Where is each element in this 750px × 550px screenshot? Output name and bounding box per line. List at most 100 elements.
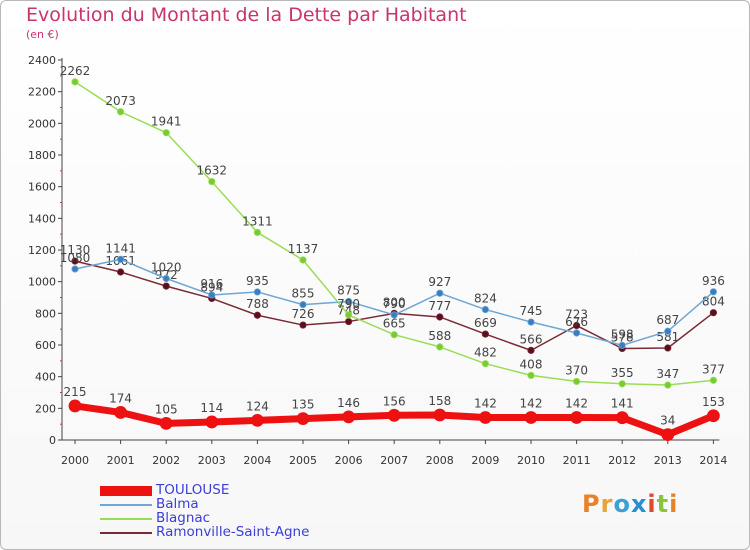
unit-label: (en €) xyxy=(26,28,59,41)
data-label-toulouse: 105 xyxy=(155,402,178,416)
data-label-blagnac: 370 xyxy=(565,363,588,377)
data-point-balma xyxy=(344,297,353,306)
legend-swatch-blagnac xyxy=(100,518,152,520)
data-point-ramonville-saint-agne xyxy=(162,282,170,290)
data-point-blagnac xyxy=(527,371,535,379)
logo-letter: x xyxy=(630,490,648,518)
x-tick-label: 2003 xyxy=(198,454,226,467)
data-label-blagnac: 588 xyxy=(428,329,451,343)
data-label-balma: 676 xyxy=(565,315,588,329)
legend-label-balma: Balma xyxy=(156,496,199,512)
data-label-toulouse: 215 xyxy=(64,385,87,399)
data-label-toulouse: 156 xyxy=(383,394,406,408)
data-label-ramonville-saint-agne: 578 xyxy=(611,330,634,344)
logo-letter: i xyxy=(669,490,679,518)
data-label-blagnac: 1632 xyxy=(197,164,228,178)
data-point-toulouse xyxy=(661,428,675,442)
data-label-ramonville-saint-agne: 800 xyxy=(383,295,406,309)
data-label-toulouse: 141 xyxy=(611,397,634,411)
data-point-balma xyxy=(664,327,672,335)
data-point-balma xyxy=(208,291,216,299)
logo-letter: r xyxy=(600,490,614,518)
data-point-blagnac xyxy=(253,228,261,237)
data-label-balma: 687 xyxy=(656,313,679,327)
data-label-toulouse: 174 xyxy=(109,391,132,405)
data-point-blagnac xyxy=(572,377,581,386)
data-point-balma xyxy=(390,311,398,319)
data-point-ramonville-saint-agne xyxy=(71,257,79,265)
data-point-blagnac xyxy=(117,108,125,116)
x-tick-label: 2009 xyxy=(471,454,499,467)
data-label-blagnac: 1311 xyxy=(242,214,273,228)
data-label-balma: 875 xyxy=(337,283,360,297)
y-tick-label: 1400 xyxy=(28,212,56,225)
data-point-balma xyxy=(162,274,170,283)
y-tick-label: 1600 xyxy=(28,181,56,194)
data-point-blagnac xyxy=(208,178,216,186)
logo-letter: P xyxy=(582,490,601,518)
data-point-toulouse xyxy=(570,411,583,424)
data-label-ramonville-saint-agne: 894 xyxy=(200,280,223,294)
data-label-ramonville-saint-agne: 726 xyxy=(292,307,315,321)
data-point-toulouse xyxy=(250,413,264,427)
data-label-toulouse: 153 xyxy=(702,395,725,409)
data-label-balma: 1080 xyxy=(60,251,91,265)
data-label-balma: 936 xyxy=(702,274,725,288)
data-label-ramonville-saint-agne: 804 xyxy=(702,295,725,309)
data-label-toulouse: 142 xyxy=(565,397,588,411)
data-label-ramonville-saint-agne: 723 xyxy=(565,308,588,322)
data-point-toulouse xyxy=(205,415,219,429)
y-tick-label: 1800 xyxy=(28,149,56,162)
y-tick-label: 2200 xyxy=(28,86,56,99)
x-tick-label: 2002 xyxy=(152,454,180,467)
legend-label-ramonville: Ramonville-Saint-Agne xyxy=(156,524,310,540)
data-point-ramonville-saint-agne xyxy=(664,344,672,352)
legend-label-blagnac: Blagnac xyxy=(156,510,211,526)
data-label-toulouse: 146 xyxy=(337,396,360,410)
x-tick-label: 2013 xyxy=(654,454,682,467)
legend-swatch-toulouse xyxy=(100,486,152,496)
data-point-blagnac xyxy=(709,376,718,384)
data-label-toulouse: 158 xyxy=(428,394,451,408)
y-tick-label: 2000 xyxy=(28,117,56,130)
legend-swatch-balma xyxy=(100,504,152,506)
legend-swatch-ramonville xyxy=(100,532,152,534)
y-tick-label: 0 xyxy=(49,434,56,447)
data-label-toulouse: 142 xyxy=(520,397,543,411)
data-point-blagnac xyxy=(436,343,444,351)
data-label-balma: 1020 xyxy=(151,261,182,275)
logo-letter: o xyxy=(613,490,631,518)
data-point-toulouse xyxy=(387,408,401,422)
data-point-blagnac xyxy=(344,311,353,319)
data-label-toulouse: 114 xyxy=(200,401,223,415)
data-point-balma xyxy=(709,288,718,296)
data-point-blagnac xyxy=(299,256,307,264)
data-label-ramonville-saint-agne: 788 xyxy=(246,297,269,311)
data-label-blagnac: 408 xyxy=(520,357,543,371)
x-tick-label: 2001 xyxy=(107,454,135,467)
data-point-toulouse xyxy=(433,408,447,422)
proxiti-logo: Proxiti xyxy=(582,490,678,518)
data-point-balma xyxy=(481,305,489,314)
y-tick-label: 600 xyxy=(35,339,56,352)
chart-title: Evolution du Montant de la Dette par Hab… xyxy=(26,4,467,26)
data-point-blagnac xyxy=(664,381,672,389)
data-point-ramonville-saint-agne xyxy=(436,313,444,321)
x-tick-label: 2007 xyxy=(380,454,408,467)
data-point-balma xyxy=(572,329,581,337)
data-point-ramonville-saint-agne xyxy=(527,346,535,354)
x-tick-label: 2005 xyxy=(289,454,317,467)
data-label-balma: 916 xyxy=(200,277,223,291)
data-point-toulouse xyxy=(296,412,310,426)
y-tick-label: 800 xyxy=(35,307,56,320)
data-label-blagnac: 2262 xyxy=(60,64,91,78)
data-point-toulouse xyxy=(478,411,492,424)
x-tick-label: 2012 xyxy=(608,454,636,467)
legend-label-toulouse: TOULOUSE xyxy=(156,482,230,498)
data-point-ramonville-saint-agne xyxy=(253,311,261,319)
y-tick-label: 2400 xyxy=(28,54,56,67)
data-label-blagnac: 377 xyxy=(702,362,725,376)
data-label-ramonville-saint-agne: 1130 xyxy=(60,243,91,257)
